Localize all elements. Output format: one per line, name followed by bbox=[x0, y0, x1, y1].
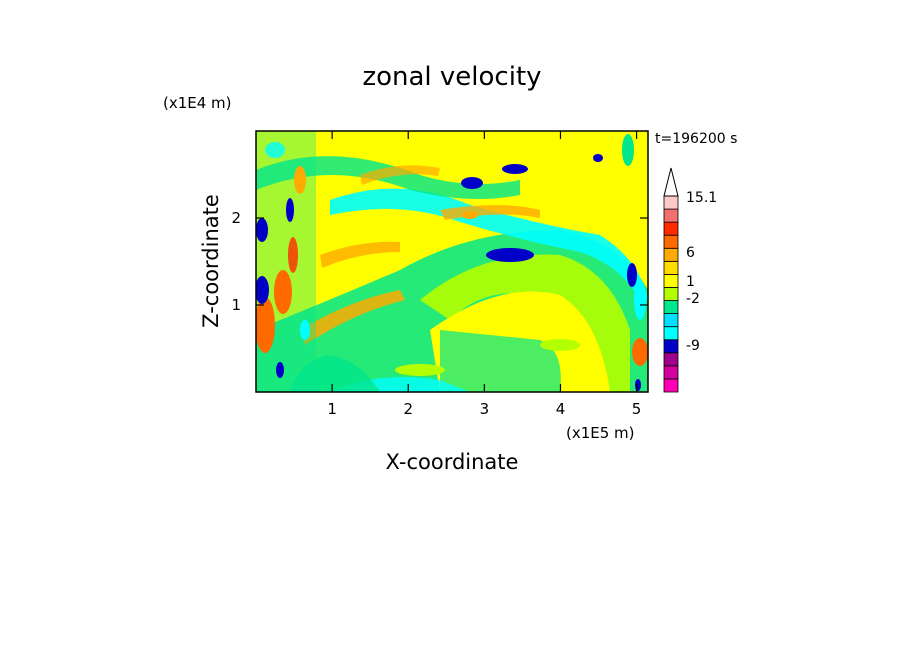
y-axis-ticks: 12 bbox=[231, 209, 648, 314]
colorbar-label: -2 bbox=[686, 291, 700, 307]
y-axis-unit: (x1E4 m) bbox=[163, 94, 232, 112]
colorbar-swatch bbox=[663, 221, 679, 236]
colorbar-swatch bbox=[663, 313, 679, 328]
colorbar-swatch bbox=[663, 300, 679, 314]
x-axis-unit: (x1E5 m) bbox=[566, 424, 635, 442]
plot-frame bbox=[255, 130, 649, 393]
colorbar-swatch bbox=[663, 365, 679, 380]
x-tick-label: 3 bbox=[480, 400, 490, 418]
colorbar-swatch bbox=[663, 234, 679, 249]
x-axis-ticks: 1 2 3 4 5 bbox=[327, 131, 641, 418]
x-tick-label: 2 bbox=[403, 400, 413, 418]
x-tick-label: 4 bbox=[556, 400, 566, 418]
colorbar-swatch bbox=[663, 247, 679, 262]
colorbar: 15.1 6 1-2 -9 bbox=[663, 167, 717, 393]
colorbar-swatch bbox=[663, 195, 679, 210]
colorbar-swatch bbox=[663, 339, 679, 354]
colorbar-extend-arrow bbox=[663, 167, 679, 197]
colorbar-label: 1 bbox=[686, 274, 695, 290]
chart-title: zonal velocity bbox=[362, 62, 541, 92]
colorbar-swatch bbox=[663, 326, 679, 341]
colorbar-swatch bbox=[663, 208, 679, 223]
colorbar-swatch bbox=[663, 260, 679, 275]
time-label: t=196200 s bbox=[655, 131, 737, 147]
x-tick-label: 5 bbox=[632, 400, 642, 418]
colorbar-label: 15.1 bbox=[686, 190, 717, 206]
colorbar-label: -9 bbox=[686, 338, 700, 354]
y-tick-label: 1 bbox=[231, 296, 241, 314]
y-tick-label: 2 bbox=[231, 209, 241, 227]
colorbar-swatch bbox=[663, 287, 679, 301]
colorbar-swatch bbox=[663, 352, 679, 367]
x-tick-label: 1 bbox=[327, 400, 337, 418]
y-axis-label: Z-coordinate bbox=[199, 194, 223, 328]
colorbar-swatch bbox=[663, 378, 679, 393]
x-axis-label: X-coordinate bbox=[386, 450, 519, 474]
colorbar-label: 6 bbox=[686, 245, 695, 261]
contour-field bbox=[256, 131, 648, 392]
colorbar-swatch bbox=[663, 273, 679, 288]
